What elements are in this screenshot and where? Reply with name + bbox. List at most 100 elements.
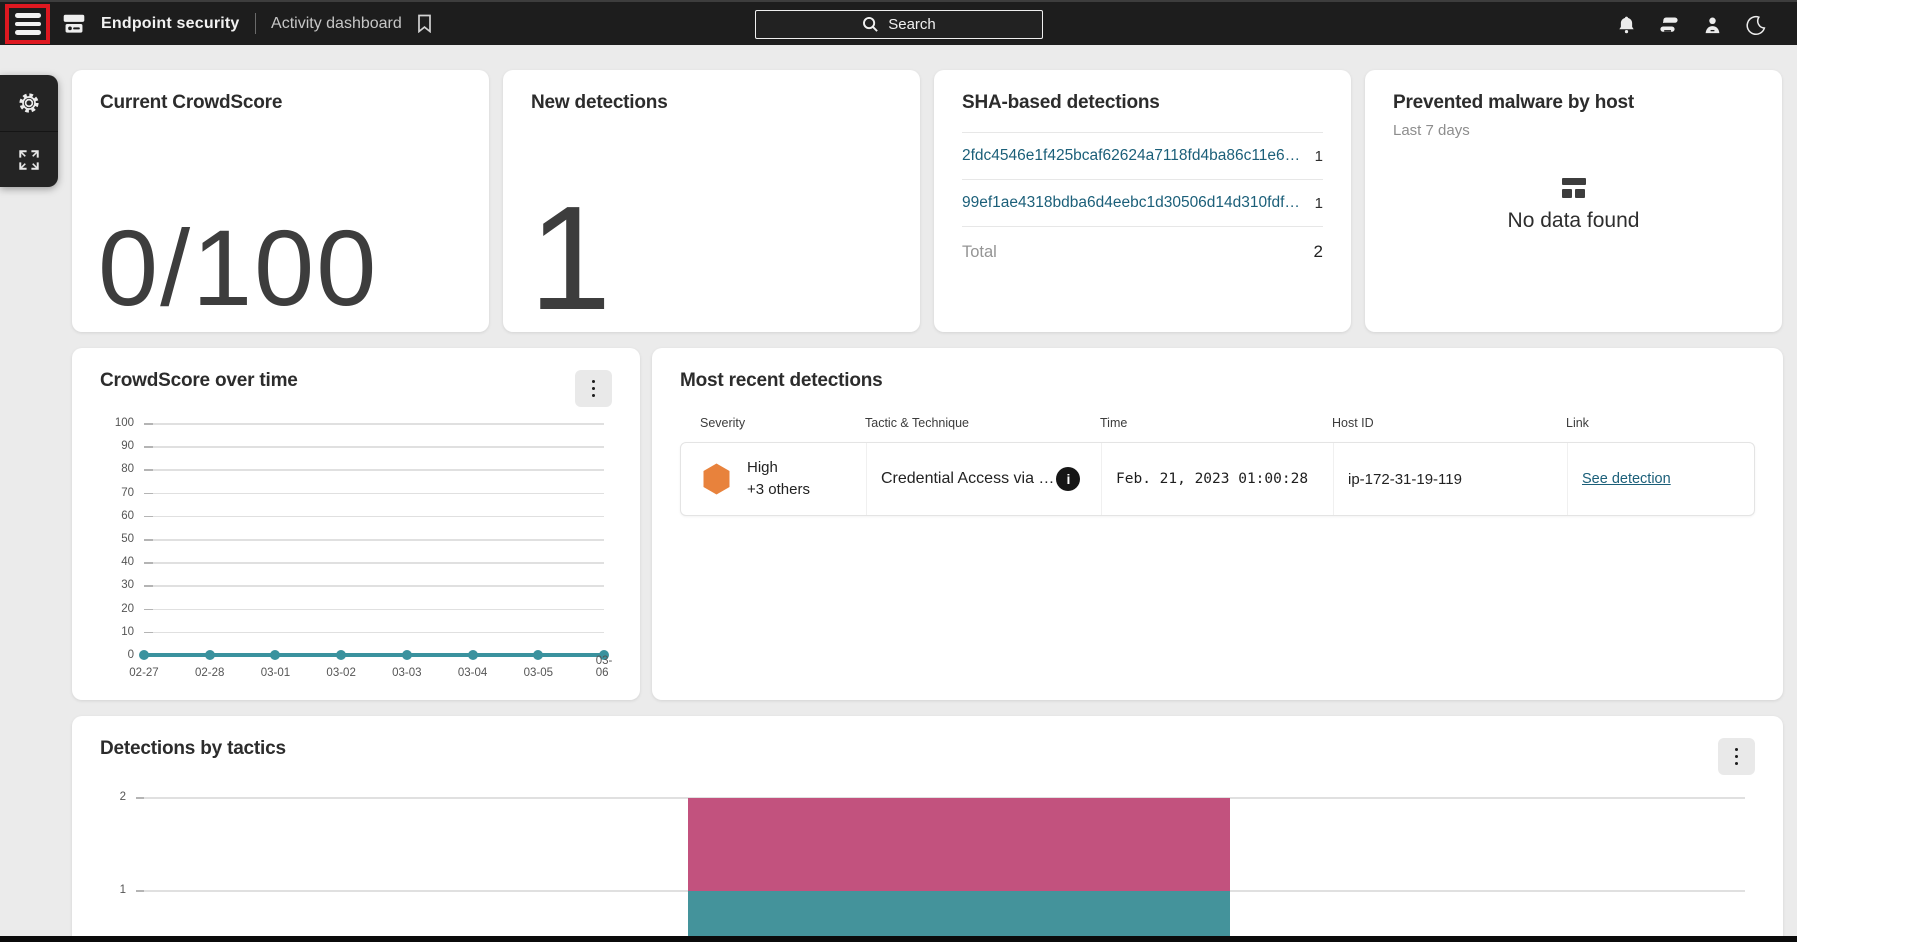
column-header: Host ID <box>1332 416 1374 430</box>
card-menu-button[interactable] <box>575 370 612 407</box>
column-header: Severity <box>700 416 746 430</box>
grid-icon <box>1561 178 1586 199</box>
sha-hash-link[interactable]: 2fdc4546e1f425bcaf62624a7118fd4ba86c11e6… <box>962 147 1301 164</box>
y-axis-tick: 80 <box>121 463 134 476</box>
hamburger-menu-button[interactable] <box>14 13 41 35</box>
card-title: Most recent detections <box>680 370 883 391</box>
time-cell: Feb. 21, 2023 01:00:28 <box>1101 443 1333 515</box>
card-title: CrowdScore over time <box>100 370 298 391</box>
card-menu-button[interactable] <box>1718 738 1755 775</box>
sha-detection-list: 2fdc4546e1f425bcaf62624a7118fd4ba86c11e6… <box>962 132 1323 226</box>
card-title: SHA-based detections <box>962 92 1160 113</box>
card-title: Prevented malware by host <box>1393 92 1635 113</box>
total-value: 2 <box>1313 242 1323 261</box>
x-axis-tick: 03-04 <box>457 667 488 679</box>
column-header: Tactic & Technique <box>865 416 969 430</box>
card-subtitle: Last 7 days <box>1393 122 1470 139</box>
severity-cell: High +3 others <box>701 443 866 515</box>
new-detections-value: 1 <box>529 176 614 342</box>
card-sha-based-detections: SHA-based detections 2fdc4546e1f425bcaf6… <box>934 70 1351 332</box>
card-prevented-malware-by-host: Prevented malware by host Last 7 days No… <box>1365 70 1782 332</box>
y-axis-tick: 70 <box>121 486 134 499</box>
gridline <box>144 631 604 634</box>
gridline <box>144 446 604 448</box>
data-point-marker <box>270 649 281 660</box>
bookmark-icon <box>417 14 431 33</box>
window-bottom-edge <box>0 936 1797 942</box>
gridline <box>144 492 604 495</box>
tactic-label: Credential Access via … <box>881 470 1055 487</box>
page-title: Activity dashboard <box>271 14 402 32</box>
expand-icon <box>19 149 39 170</box>
chat-icon <box>1660 17 1678 32</box>
data-point-marker <box>139 649 149 660</box>
link-cell: See detection <box>1567 443 1754 515</box>
search-input[interactable]: Search <box>755 10 1043 39</box>
data-point-marker <box>599 649 609 660</box>
crowdscore-value: 0/100 <box>98 207 379 329</box>
data-point-marker <box>204 649 215 660</box>
detection-row[interactable]: High +3 others Credential Access via … i… <box>680 442 1755 516</box>
y-axis-tick: 10 <box>121 625 134 638</box>
y-axis-tick: 40 <box>121 556 134 569</box>
support-button[interactable] <box>1657 13 1681 37</box>
sha-hash-link[interactable]: 99ef1ae4318bdba6d4eebc1d30506d14d310fdf… <box>962 194 1300 211</box>
stacked-bar <box>688 798 1230 942</box>
search-icon <box>863 17 879 32</box>
y-axis-tick: 2 <box>119 791 126 803</box>
no-data-text: No data found <box>1507 209 1640 232</box>
y-axis-tick: 1 <box>119 884 126 896</box>
gridline <box>144 608 604 611</box>
y-axis-tick: 20 <box>121 602 134 615</box>
endpoint-security-module-icon <box>63 14 85 33</box>
top-nav-bar: Endpoint security Activity dashboard Sea… <box>0 0 1797 45</box>
severity-label: High <box>747 459 778 477</box>
severity-extra: +3 others <box>747 481 810 498</box>
search-placeholder: Search <box>888 16 936 33</box>
sha-count: 1 <box>1314 194 1323 212</box>
card-current-crowdscore: Current CrowdScore 0/100 <box>72 70 489 332</box>
table-header-row: Severity Tactic & Technique Time Host ID Lin… <box>680 416 1755 430</box>
x-axis-tick: 03-01 <box>260 667 291 679</box>
hexagon-icon <box>703 463 730 495</box>
app-title: Endpoint security <box>101 14 240 32</box>
gridline <box>136 797 1745 799</box>
card-title: Detections by tactics <box>100 738 286 759</box>
empty-state: No data found <box>1365 178 1782 233</box>
hamburger-menu-icon <box>14 13 41 18</box>
user-button[interactable] <box>1700 13 1724 37</box>
gridline <box>144 469 604 471</box>
info-icon[interactable]: i <box>1056 467 1081 491</box>
annotation-highlight-box <box>5 4 50 44</box>
card-crowdscore-over-time: CrowdScore over time 100 90 80 70 60 50 40 30 20… <box>72 348 640 700</box>
host-id-cell: ip-172-31-19-119 <box>1333 443 1567 515</box>
total-label: Total <box>962 242 997 261</box>
breadcrumb: Endpoint security Activity dashboard <box>60 11 432 37</box>
card-title: Current CrowdScore <box>100 92 283 113</box>
top-nav-actions <box>1614 2 1767 47</box>
notifications-button[interactable] <box>1614 13 1638 37</box>
x-axis-tick: 03-06 <box>595 655 613 679</box>
gridline <box>144 585 604 587</box>
x-axis-tick: 02-28 <box>194 667 225 679</box>
fullscreen-button[interactable] <box>0 131 58 187</box>
data-point-marker <box>336 649 347 660</box>
sha-row: 2fdc4546e1f425bcaf62624a7118fd4ba86c11e6… <box>962 132 1323 179</box>
y-axis-tick: 60 <box>121 509 134 522</box>
gridline <box>144 515 604 518</box>
theme-toggle-button[interactable] <box>1743 13 1767 37</box>
person-icon <box>1705 17 1719 33</box>
data-point-marker <box>401 649 412 660</box>
gear-icon <box>19 93 39 113</box>
sha-count: 1 <box>1314 147 1323 165</box>
app-window: Endpoint security Activity dashboard Sea… <box>0 0 1797 942</box>
left-tool-rail <box>0 75 58 187</box>
see-detection-link[interactable]: See detection <box>1582 471 1671 487</box>
settings-button[interactable] <box>0 75 58 131</box>
sha-total-row: Total 2 <box>962 226 1323 272</box>
sha-row: 99ef1ae4318bdba6d4eebc1d30506d14d310fdf…… <box>962 179 1323 226</box>
bookmark-button[interactable] <box>417 14 432 33</box>
column-header: Time <box>1100 416 1128 430</box>
